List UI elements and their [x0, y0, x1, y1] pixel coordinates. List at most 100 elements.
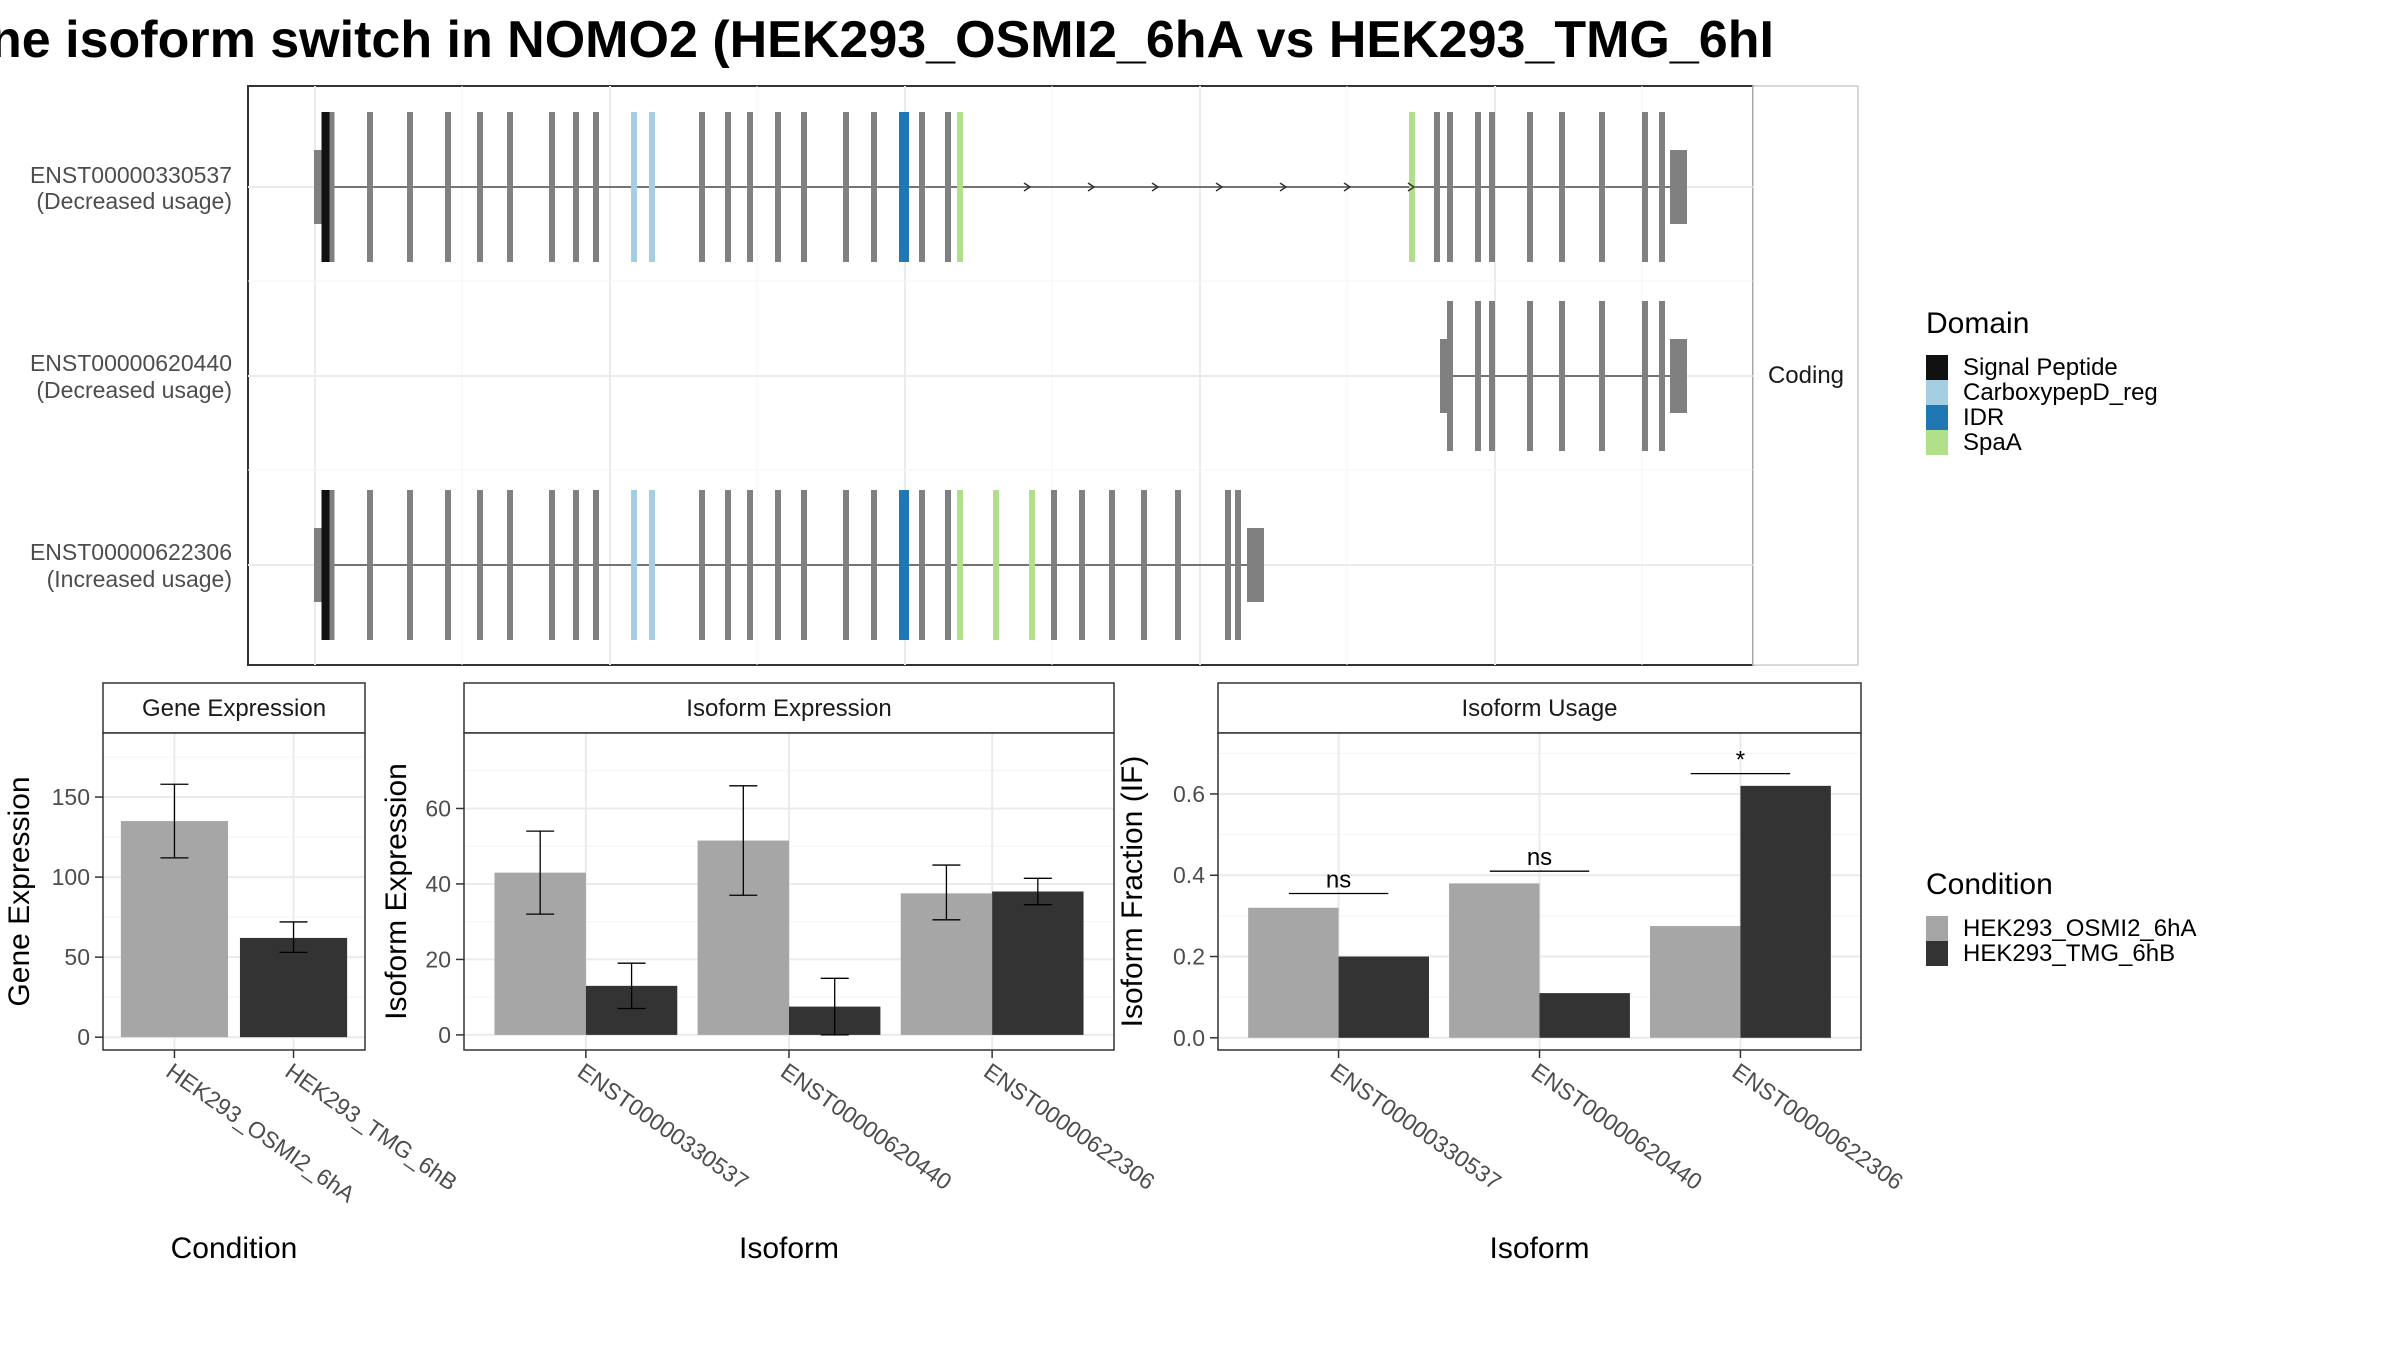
utr-block — [314, 150, 324, 224]
exon — [699, 490, 705, 640]
condition-legend-swatch — [1926, 916, 1948, 941]
exon — [871, 112, 877, 262]
exon — [407, 112, 413, 262]
structure-tracks — [314, 112, 1687, 640]
x-tick-label: ENST00000622306 — [979, 1058, 1159, 1195]
exon — [445, 490, 451, 640]
exon — [899, 490, 909, 640]
strand-arrow — [1343, 182, 1352, 192]
exon — [699, 112, 705, 262]
y-tick-label: 0.6 — [1173, 781, 1205, 807]
isoform-label-id: ENST00000330537 — [30, 162, 232, 188]
x-tick-label: ENST00000330537 — [1326, 1058, 1506, 1195]
exon — [1599, 112, 1605, 262]
strand-arrow — [1407, 182, 1416, 192]
exon — [1642, 301, 1648, 451]
condition-legend: Condition HEK293_OSMI2_6hA HEK293_TMG_6h… — [1926, 868, 2196, 967]
bar — [1539, 993, 1630, 1038]
exon — [549, 490, 555, 640]
exon — [321, 490, 331, 640]
exon — [945, 490, 951, 640]
exon — [1527, 301, 1533, 451]
significance-label: * — [1736, 747, 1745, 774]
exon — [1409, 112, 1415, 262]
domain-legend-swatch — [1926, 355, 1948, 380]
domain-legend-swatch — [1926, 405, 1948, 430]
figure-title: ne isoform switch in NOMO2 (HEK293_OSMI2… — [0, 11, 1774, 69]
exon — [1489, 112, 1495, 262]
exon — [801, 490, 807, 640]
isoform-label-usage: (Decreased usage) — [36, 188, 232, 214]
y-tick-label: 0 — [438, 1022, 451, 1048]
exon — [1599, 301, 1605, 451]
domain-legend-swatch — [1926, 430, 1948, 455]
exon — [919, 112, 925, 262]
exon — [1109, 490, 1115, 640]
bar — [239, 937, 348, 1038]
exon — [1527, 112, 1533, 262]
exon — [631, 112, 637, 262]
exon — [725, 490, 731, 640]
panel-strip-label: Isoform Expression — [686, 695, 891, 722]
y-tick-label: 150 — [52, 784, 90, 810]
utr-block — [1247, 528, 1264, 602]
y-tick-label: 0 — [77, 1024, 90, 1050]
exon — [507, 490, 513, 640]
exon — [1475, 112, 1481, 262]
exon — [1141, 490, 1147, 640]
y-tick-label: 50 — [64, 944, 90, 970]
exon — [725, 112, 731, 262]
exon — [843, 112, 849, 262]
isoform-expression-panel: Isoform Expression 0 20 40 60 ENST00000330537… — [380, 682, 1160, 1265]
utr-block — [1670, 339, 1687, 413]
domain-legend-label: SpaA — [1963, 429, 2022, 456]
exon — [945, 112, 951, 262]
exon — [593, 112, 599, 262]
exon — [631, 490, 637, 640]
exon — [1029, 490, 1035, 640]
y-axis-title: Gene Expression — [3, 776, 36, 1006]
exon — [1559, 112, 1565, 262]
condition-legend-label: HEK293_OSMI2_6hA — [1963, 915, 2196, 942]
x-axis-title: Isoform — [1489, 1232, 1589, 1265]
exon — [1225, 490, 1231, 640]
utr-block — [314, 528, 324, 602]
panel-strip-label: Isoform Usage — [1461, 695, 1617, 722]
exon — [549, 112, 555, 262]
isoform-label-id: ENST00000622306 — [30, 539, 232, 565]
exon — [649, 490, 655, 640]
exon — [367, 112, 373, 262]
exon — [593, 490, 599, 640]
exon — [1175, 490, 1181, 640]
exon — [367, 490, 373, 640]
exon — [445, 112, 451, 262]
x-tick-label: ENST00000620440 — [776, 1058, 956, 1195]
exon — [1559, 301, 1565, 451]
domain-legend-label: Signal Peptide — [1963, 354, 2118, 381]
exon — [321, 112, 331, 262]
x-axis-title: Isoform — [739, 1232, 839, 1265]
exon — [1659, 301, 1665, 451]
y-tick-label: 40 — [425, 871, 451, 897]
structure-panel: Coding ENST00000330537 (Decreased usage)… — [30, 85, 1859, 666]
strand-arrow — [1087, 182, 1096, 192]
strand-arrow — [1215, 182, 1224, 192]
exon — [747, 112, 753, 262]
exon — [329, 112, 335, 262]
y-axis-title: Isoform Expression — [380, 763, 413, 1020]
condition-legend-title: Condition — [1926, 868, 2053, 901]
exon — [747, 490, 753, 640]
utr-block — [1440, 339, 1450, 413]
x-tick-label: ENST00000620440 — [1527, 1058, 1707, 1195]
exon — [1447, 112, 1453, 262]
exon — [573, 490, 579, 640]
exon — [1447, 301, 1453, 451]
domain-legend-title: Domain — [1926, 307, 2029, 340]
strand-arrow — [1023, 182, 1032, 192]
x-axis-title: Condition — [171, 1232, 298, 1265]
y-tick-label: 0.4 — [1173, 862, 1205, 888]
exon — [477, 112, 483, 262]
plot-border — [102, 732, 366, 1051]
bar — [1650, 926, 1741, 1038]
